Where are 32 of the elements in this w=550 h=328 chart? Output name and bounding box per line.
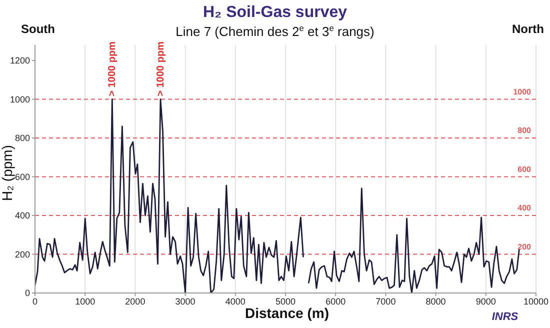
x-axis-title: Distance (m): [244, 305, 330, 321]
x-tick-label: 6000: [326, 296, 346, 306]
text: North: [512, 22, 544, 36]
ref-line-label: 400: [518, 204, 532, 212]
x-tick-label: 5000: [275, 296, 296, 306]
ref-line-label: 800: [518, 126, 532, 135]
y-tick-label: 1000: [10, 94, 30, 104]
annotation: > 1000 ppm: [156, 41, 166, 96]
chart-title: H₂ Soil-Gas survey: [202, 4, 348, 21]
x-tick-label: 7000: [376, 296, 396, 306]
y-tick-label: 1200: [10, 56, 30, 66]
x-tick-label: 10000: [523, 296, 549, 306]
x-tick-label: 2000: [125, 296, 146, 306]
x-tick-label: 9000: [476, 296, 496, 306]
ref-line-label: 200: [518, 242, 532, 252]
y-tick-label: 600: [14, 172, 30, 182]
y-tick-label: 0: [24, 288, 30, 298]
x-tick-label: 3000: [175, 296, 196, 306]
x-tick-label: 8000: [426, 296, 446, 306]
text: South: [21, 22, 55, 36]
y-tick-label: 800: [14, 133, 30, 144]
y-tick-label: 400: [14, 210, 30, 221]
ref-line-label: 1000: [513, 87, 532, 96]
chart-subtitle: Line 7 (Chemin des 2$^{e}$ et 3$^{e}$ rangs): [176, 23, 374, 39]
y-axis-title: H₂ (ppm): [0, 145, 15, 201]
annotation: > 1000 ppm: [107, 41, 118, 96]
y-tick-label: 200: [14, 249, 30, 260]
x-tick-label: 1000: [75, 296, 96, 306]
x-tick-label: 0: [32, 296, 38, 306]
x-tick-label: 4000: [225, 296, 246, 306]
text: INRS: [492, 311, 519, 323]
ref-line-label: 600: [518, 164, 532, 174]
